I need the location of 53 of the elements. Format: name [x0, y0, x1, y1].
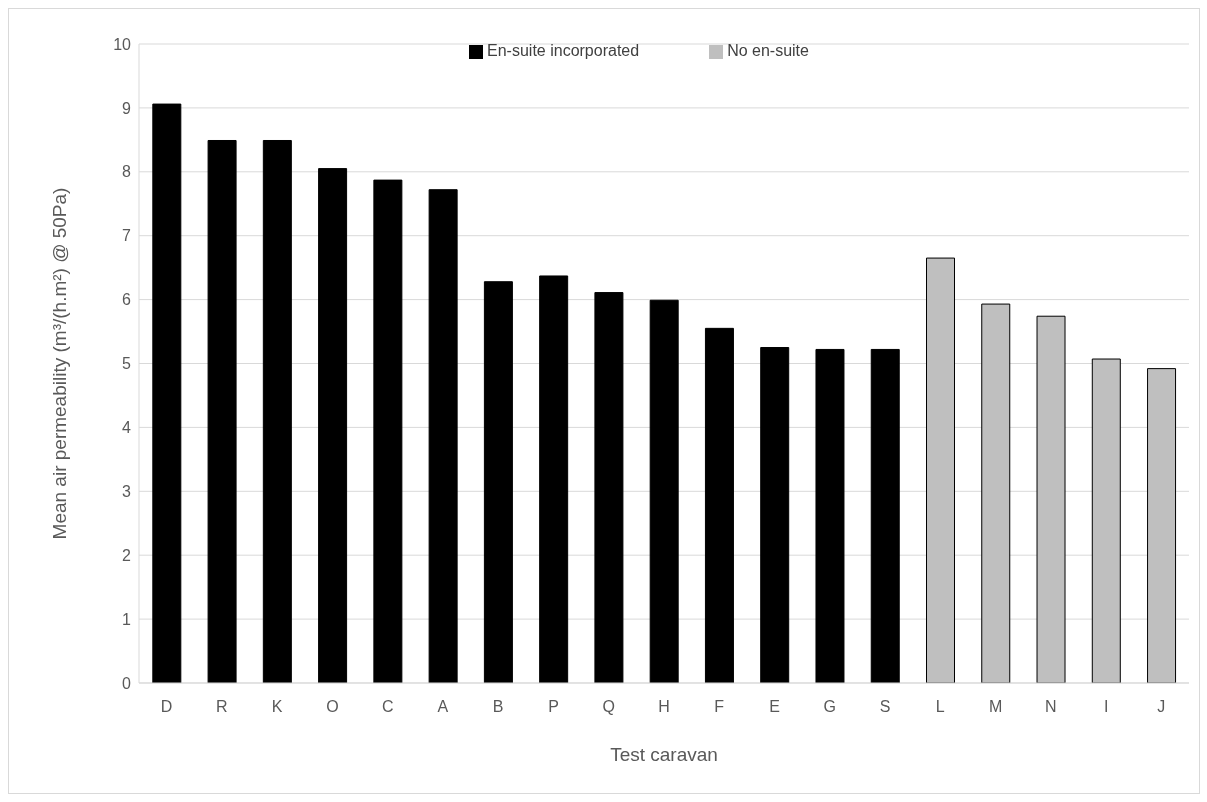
x-tick-label: E: [769, 698, 780, 716]
bar: [815, 348, 845, 683]
bar: [152, 103, 182, 683]
x-tick-label: K: [271, 698, 283, 716]
x-tick-label: F: [714, 698, 725, 716]
x-axis-title: Test caravan: [610, 744, 718, 765]
x-tick-label: M: [988, 698, 1003, 716]
y-tick-label: 0: [122, 674, 132, 692]
bar: [981, 303, 1011, 683]
x-tick-label: G: [823, 698, 837, 716]
x-tick-label: Q: [602, 698, 615, 716]
x-tick-label: B: [492, 698, 504, 716]
y-tick-label: 9: [122, 99, 132, 117]
y-tick-label: 8: [122, 163, 132, 181]
bar: [318, 168, 348, 683]
x-tick-label: H: [658, 698, 670, 716]
x-tick-label: R: [216, 698, 228, 716]
bar: [428, 189, 458, 683]
y-tick-label: 6: [122, 291, 132, 309]
legend-label: En-suite incorporated: [487, 42, 640, 59]
y-tick-label: 2: [122, 546, 132, 564]
y-axis-title: Mean air permeability (m³/(h.m²) @ 50Pa): [48, 187, 70, 540]
x-tick-label: I: [1103, 698, 1109, 716]
x-tick-label: O: [326, 698, 339, 716]
bar: [483, 281, 513, 683]
bar: [926, 257, 955, 683]
x-tick-label: J: [1157, 698, 1166, 716]
y-tick-label: 10: [113, 35, 132, 53]
bar: [1091, 358, 1121, 683]
x-tick-label: P: [548, 698, 559, 716]
bar: [649, 299, 679, 683]
x-tick-label: S: [879, 698, 891, 716]
bar: [373, 179, 403, 683]
y-tick-label: 3: [122, 482, 132, 500]
x-tick-label: L: [935, 698, 945, 716]
bar: [704, 327, 734, 683]
bar: [1036, 315, 1066, 683]
x-tick-label: N: [1045, 698, 1057, 716]
bar: [539, 275, 569, 683]
legend-label: No en-suite: [727, 42, 809, 59]
y-tick-label: 7: [122, 227, 132, 245]
y-tick-label: 5: [122, 355, 132, 373]
bar: [594, 292, 624, 683]
bar: [870, 348, 900, 683]
y-tick-label: 1: [122, 610, 132, 628]
y-tick-label: 4: [122, 419, 132, 437]
x-tick-label: A: [437, 698, 449, 716]
bar: [760, 347, 790, 683]
x-tick-label: C: [381, 698, 394, 716]
bar: [1147, 368, 1177, 683]
bar: [262, 139, 292, 683]
x-tick-label: D: [160, 698, 173, 716]
bar: [207, 139, 237, 683]
